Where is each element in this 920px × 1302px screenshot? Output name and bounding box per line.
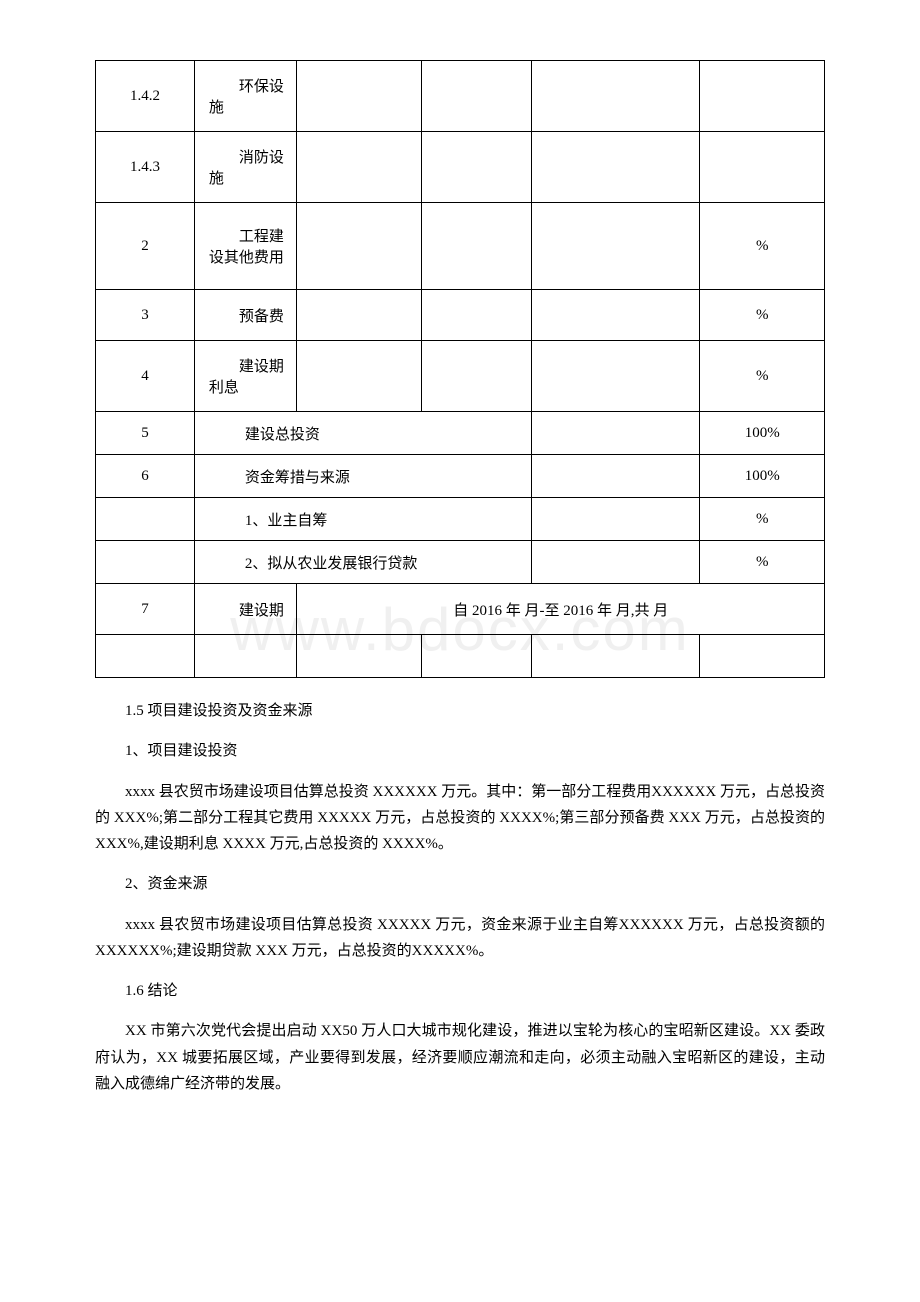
table-row — [96, 635, 825, 678]
cell-merged: 1、业主自筹 — [194, 498, 531, 541]
cell-empty — [297, 132, 422, 203]
investment-table: 1.4.2 环保设施 1.4.3 消防设施 2 工程建设其他费用 % 3 预备费 — [95, 60, 825, 678]
cell-name: 工程建设其他费用 — [194, 203, 297, 290]
cell-merged: 2、拟从农业发展银行贷款 — [194, 541, 531, 584]
cell-name: 建设期利息 — [194, 341, 297, 412]
cell-empty — [422, 290, 532, 341]
cell-pct: 100% — [700, 455, 825, 498]
cell-empty — [531, 132, 700, 203]
table-row: 3 预备费 % — [96, 290, 825, 341]
heading-1-5: 1.5 项目建设投资及资金来源 — [95, 698, 825, 724]
cell-pct: % — [700, 290, 825, 341]
cell-pct: % — [700, 541, 825, 584]
paragraph: xxxx 县农贸市场建设项目估算总投资 XXXXXX 万元。其中：第一部分工程费… — [95, 779, 825, 858]
cell-empty — [422, 341, 532, 412]
cell-num: 7 — [96, 584, 195, 635]
cell-empty — [297, 61, 422, 132]
cell-empty — [531, 341, 700, 412]
cell-empty — [194, 635, 297, 678]
cell-empty — [96, 635, 195, 678]
table-row: 7 建设期 自 2016 年 月-至 2016 年 月,共 月 — [96, 584, 825, 635]
paragraph: xxxx 县农贸市场建设项目估算总投资 XXXXX 万元，资金来源于业主自筹XX… — [95, 912, 825, 965]
cell-name: 消防设施 — [194, 132, 297, 203]
cell-pct: % — [700, 341, 825, 412]
cell-merged: 建设总投资 — [194, 412, 531, 455]
cell-empty — [96, 541, 195, 584]
subheading: 1、项目建设投资 — [95, 738, 825, 764]
cell-empty — [297, 341, 422, 412]
cell-pct — [700, 61, 825, 132]
cell-empty — [96, 498, 195, 541]
cell-empty — [297, 290, 422, 341]
table-row: 1、业主自筹 % — [96, 498, 825, 541]
cell-pct: % — [700, 203, 825, 290]
cell-name: 预备费 — [194, 290, 297, 341]
cell-num: 6 — [96, 455, 195, 498]
cell-name: 环保设施 — [194, 61, 297, 132]
cell-num: 1.4.3 — [96, 132, 195, 203]
table-row: 2 工程建设其他费用 % — [96, 203, 825, 290]
cell-empty — [422, 132, 532, 203]
cell-empty — [422, 635, 532, 678]
cell-num: 2 — [96, 203, 195, 290]
cell-empty — [531, 203, 700, 290]
cell-empty — [531, 290, 700, 341]
table-row: 2、拟从农业发展银行贷款 % — [96, 541, 825, 584]
cell-empty — [531, 635, 700, 678]
table-row: 4 建设期利息 % — [96, 341, 825, 412]
cell-merged: 资金筹措与来源 — [194, 455, 531, 498]
cell-pct: % — [700, 498, 825, 541]
cell-empty — [297, 203, 422, 290]
cell-num: 5 — [96, 412, 195, 455]
cell-pct: 100% — [700, 412, 825, 455]
cell-name: 建设期 — [194, 584, 297, 635]
table-row: 1.4.3 消防设施 — [96, 132, 825, 203]
cell-num: 4 — [96, 341, 195, 412]
cell-empty — [531, 455, 700, 498]
cell-empty — [531, 541, 700, 584]
body-text: 1.5 项目建设投资及资金来源 1、项目建设投资 xxxx 县农贸市场建设项目估… — [95, 698, 825, 1097]
heading-1-6: 1.6 结论 — [95, 978, 825, 1004]
cell-empty — [297, 635, 422, 678]
cell-empty — [422, 61, 532, 132]
cell-pct — [700, 132, 825, 203]
cell-empty — [531, 412, 700, 455]
subheading: 2、资金来源 — [95, 871, 825, 897]
table-row: 5 建设总投资 100% — [96, 412, 825, 455]
cell-merged: 自 2016 年 月-至 2016 年 月,共 月 — [297, 584, 825, 635]
cell-num: 3 — [96, 290, 195, 341]
table-row: 1.4.2 环保设施 — [96, 61, 825, 132]
cell-empty — [422, 203, 532, 290]
paragraph: XX 市第六次党代会提出启动 XX50 万人口大城市规化建设，推进以宝轮为核心的… — [95, 1018, 825, 1097]
cell-empty — [700, 635, 825, 678]
cell-empty — [531, 498, 700, 541]
table-row: 6 资金筹措与来源 100% — [96, 455, 825, 498]
cell-num: 1.4.2 — [96, 61, 195, 132]
cell-empty — [531, 61, 700, 132]
